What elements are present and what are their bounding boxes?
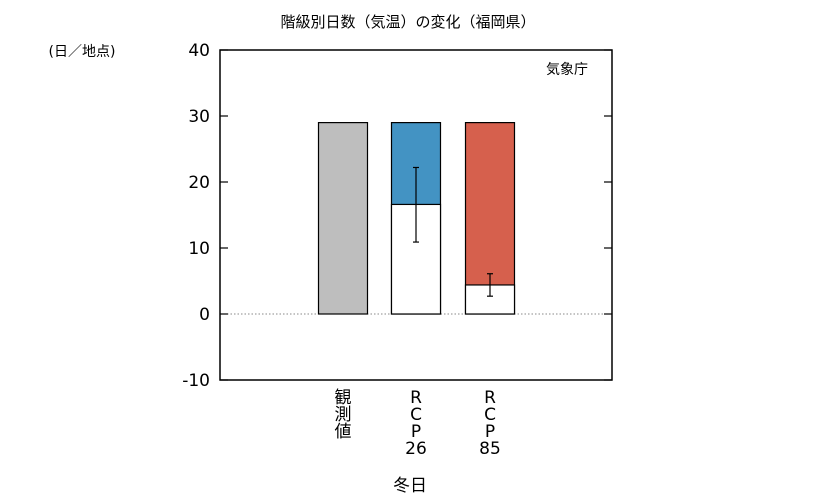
y-tick-label: 40 [188,41,210,61]
y-tick-label: 10 [188,239,210,259]
plot-frame [219,49,613,381]
y-unit-label: (日／地点) [49,44,116,60]
bar-obs [317,121,369,315]
chart-title: 階級別日数（気温）の変化（福岡県） [280,13,535,31]
x-axis-label: 冬日 [393,476,427,496]
x-tick-label-rcp26: R C P 26 [405,388,427,459]
error-bar-rcp26 [413,166,419,243]
y-tick-label: 20 [188,173,210,193]
y-tick-label: 30 [188,107,210,127]
error-bar-rcp85 [487,273,493,297]
y-tick-label: 0 [199,305,210,325]
x-tick-label-obs: 観測値 [335,388,352,442]
source-label: 気象庁 [546,62,588,78]
y-tick-label: -10 [182,371,210,391]
x-tick-label-rcp85: R C P 85 [479,388,501,459]
